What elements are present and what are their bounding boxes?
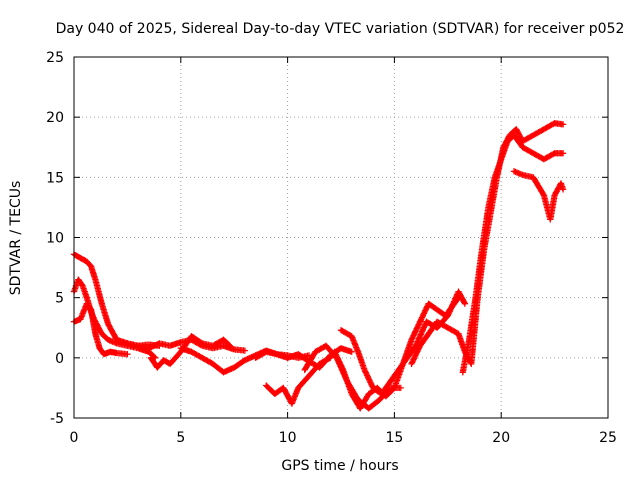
y-tick-label: 5 [55, 291, 64, 307]
x-tick-label: 10 [279, 430, 297, 446]
series-markers [262, 354, 334, 407]
x-tick-label: 20 [492, 430, 510, 446]
y-axis-label: SDTVAR / TECUs [8, 181, 24, 296]
grid [74, 57, 608, 418]
series-track-14 [510, 168, 567, 223]
series-markers [459, 131, 567, 376]
y-tick-label: 20 [46, 110, 64, 126]
x-axis-label: GPS time / hours [281, 458, 398, 474]
x-tick-label: 15 [385, 430, 403, 446]
ticks: 0 5 10 15 20 25 -5 0 5 10 15 20 25 [46, 50, 617, 446]
y-tick-label: 10 [46, 231, 64, 247]
x-tick-label: 5 [176, 430, 185, 446]
y-tick-label: 15 [46, 170, 64, 186]
series-layer [70, 119, 567, 412]
series-track-11 [337, 288, 469, 398]
series-markers [510, 168, 567, 223]
x-tick-label: 0 [70, 430, 79, 446]
y-tick-label: 25 [46, 50, 64, 66]
series-markers [337, 288, 469, 398]
x-tick-label: 25 [599, 430, 617, 446]
y-tick-label: -5 [50, 411, 64, 427]
series-track-8 [262, 354, 334, 407]
chart-title: Day 040 of 2025, Sidereal Day-to-day VTE… [56, 21, 625, 37]
y-tick-label: 0 [55, 351, 64, 367]
series-track-13 [459, 131, 567, 376]
